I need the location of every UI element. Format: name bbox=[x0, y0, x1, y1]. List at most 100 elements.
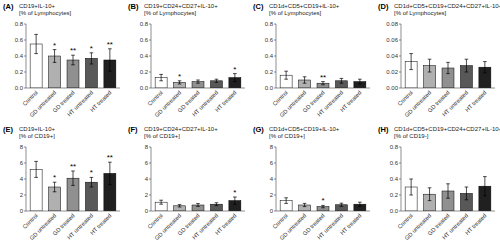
title-line: CD19+CD24+CD27+IL-10+ bbox=[144, 3, 218, 9]
panel-title: CD1d+CD5+CD19+IL-10+[% of CD19+] bbox=[269, 126, 340, 139]
error-bar bbox=[159, 74, 163, 80]
title-line: [% of Lymphocytes] bbox=[144, 10, 196, 16]
x-tick-label: GD untreated bbox=[153, 89, 182, 118]
title-line: CD1d+CD5+CD19+IL-10+ bbox=[269, 126, 340, 132]
plot-area bbox=[405, 54, 491, 88]
y-tick-label: 0.00 bbox=[386, 85, 398, 91]
y-tick-label: 0.2 bbox=[390, 192, 399, 198]
plot-area bbox=[280, 71, 366, 88]
error-bar bbox=[284, 71, 288, 79]
significance-marker: ** bbox=[70, 46, 76, 55]
y-tick-label: 8 bbox=[270, 144, 274, 150]
x-tick-label: Control bbox=[271, 89, 288, 106]
y-tick-label: 0.4 bbox=[265, 53, 274, 59]
significance-marker: ** bbox=[107, 153, 113, 162]
panel: (C)CD1d+CD5+CD19+IL-10+[% of Lymphocytes… bbox=[253, 2, 370, 118]
y-axis bbox=[151, 147, 152, 211]
y-tick-label: 0.4 bbox=[140, 53, 149, 59]
x-tick-label: HT untreated bbox=[66, 212, 94, 240]
title-line: [% of Lymphocytes] bbox=[19, 10, 71, 16]
title-line: CD1d+CD5+CD19+CD24+CD27+IL-10+ bbox=[394, 126, 500, 132]
error-bar bbox=[321, 82, 325, 85]
x-tick-label: HT untreated bbox=[316, 89, 344, 117]
panel: (E)CD19+IL-10+[% of CD19+]02468ControlGD… bbox=[3, 125, 120, 241]
error-bar bbox=[215, 79, 219, 82]
x-tick-label: HT treated bbox=[464, 89, 488, 113]
y-tick-label: 6 bbox=[20, 160, 24, 166]
title-line: [% of Lymphocytes] bbox=[269, 10, 321, 16]
x-tick-label: HT treated bbox=[339, 212, 363, 236]
x-tick-label: GD untreated bbox=[278, 89, 307, 118]
x-tick-label: GD untreated bbox=[28, 212, 57, 241]
x-tick-label: HT treated bbox=[89, 89, 113, 113]
x-tick-label: HT treated bbox=[464, 212, 488, 236]
y-tick-label: 0.4 bbox=[15, 53, 24, 59]
x-tick-label: HT untreated bbox=[191, 212, 219, 240]
x-axis bbox=[151, 88, 245, 89]
x-axis bbox=[26, 88, 120, 89]
y-tick-label: 2 bbox=[270, 192, 274, 198]
y-tick-label: 0.8 bbox=[140, 21, 149, 27]
y-tick-label: 0.6 bbox=[140, 37, 149, 43]
y-axis bbox=[26, 147, 27, 211]
error-bar bbox=[340, 78, 344, 83]
x-tick-label: HT untreated bbox=[441, 212, 469, 240]
plot-area bbox=[30, 34, 116, 88]
error-bar bbox=[196, 204, 200, 207]
error-bar bbox=[358, 79, 362, 84]
error-bar bbox=[34, 34, 38, 53]
error-bar bbox=[233, 197, 237, 204]
y-tick-label: 4 bbox=[20, 176, 24, 182]
panel-label: (D) bbox=[378, 2, 389, 11]
panel: (B)CD19+CD24+CD27+IL-10+[% of Lymphocyte… bbox=[128, 2, 245, 118]
y-tick-label: 0 bbox=[20, 208, 24, 214]
error-bar bbox=[178, 205, 182, 207]
panel-label: (G) bbox=[253, 125, 264, 134]
x-tick-label: HT untreated bbox=[316, 212, 344, 240]
error-bar bbox=[465, 59, 469, 72]
panel: (D)CD1d+CD5+CD19+CD24+CD27+IL-10+[% of L… bbox=[378, 2, 500, 118]
x-tick-label: Control bbox=[396, 89, 413, 106]
title-line: [% of CD19+] bbox=[19, 133, 55, 139]
title-line: [% of CD19+] bbox=[269, 133, 305, 139]
y-axis bbox=[401, 24, 402, 88]
error-bar bbox=[321, 205, 325, 207]
y-axis bbox=[276, 24, 277, 88]
error-bar bbox=[90, 177, 94, 187]
panel-label: (E) bbox=[3, 125, 14, 134]
x-tick-label: HT untreated bbox=[441, 89, 469, 117]
title-line: CD1d+CD5+CD19+CD24+CD27+IL-10+ bbox=[394, 3, 500, 9]
y-tick-label: 0 bbox=[145, 208, 149, 214]
y-tick-label: 8 bbox=[145, 144, 149, 150]
panel-title: CD1d+CD5+CD19+CD24+CD27+IL-10+[% of CD19… bbox=[394, 126, 500, 139]
error-bar bbox=[90, 53, 94, 64]
x-tick-label: HT treated bbox=[214, 89, 238, 113]
y-tick-label: 0 bbox=[270, 208, 274, 214]
significance-marker: * bbox=[90, 168, 93, 177]
y-tick-label: 0.8 bbox=[15, 21, 24, 27]
y-tick-label: 0.0 bbox=[390, 208, 399, 214]
plot-area bbox=[155, 74, 241, 88]
x-axis bbox=[401, 88, 495, 89]
x-tick-label: HT untreated bbox=[66, 89, 94, 117]
x-axis bbox=[151, 211, 245, 212]
x-tick-label: GD untreated bbox=[278, 212, 307, 241]
x-tick-label: HT treated bbox=[339, 89, 363, 113]
y-tick-label: 0.6 bbox=[390, 160, 399, 166]
error-bar bbox=[71, 55, 75, 65]
x-tick-label: GD untreated bbox=[28, 89, 57, 118]
x-tick-label: Control bbox=[271, 212, 288, 229]
y-tick-label: 0.8 bbox=[390, 144, 399, 150]
y-tick-label: 0.2 bbox=[15, 69, 24, 75]
x-tick-label: HT untreated bbox=[191, 89, 219, 117]
error-bar bbox=[108, 49, 112, 71]
y-tick-label: 0.06 bbox=[386, 37, 398, 43]
error-bar bbox=[428, 188, 432, 201]
error-bar bbox=[233, 74, 237, 82]
title-line: CD19+IL-10+ bbox=[19, 126, 56, 132]
error-bar bbox=[483, 177, 487, 196]
error-bar bbox=[215, 203, 219, 206]
error-bar bbox=[196, 80, 200, 83]
y-axis bbox=[151, 24, 152, 88]
x-axis bbox=[401, 211, 495, 212]
